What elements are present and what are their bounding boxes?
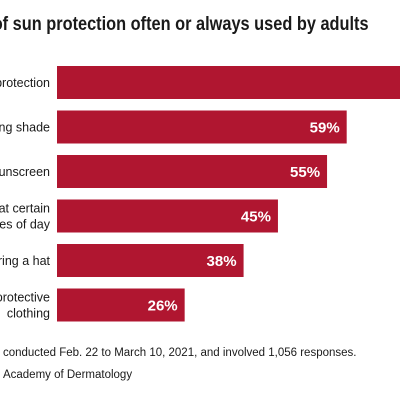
category-label-2: sunscreen (0, 165, 50, 179)
value-label-1: 59% (310, 120, 340, 137)
bar-1 (57, 110, 347, 144)
source-note: n Academy of Dermatology (0, 369, 133, 381)
bar-0 (57, 66, 400, 99)
value-label-2: 55% (290, 164, 320, 181)
category-label-3-line-1: mes of day (0, 218, 51, 232)
bar-2 (57, 155, 328, 188)
value-label-3: 45% (241, 209, 271, 226)
category-label-1: ing shade (0, 121, 50, 135)
category-label-5-line-1: clothing (7, 307, 50, 321)
category-label-5-line-0: protective (0, 291, 50, 305)
category-label-3-line-0: at certain (0, 202, 50, 216)
bar-5 (57, 288, 185, 322)
survey-footnote: s conducted Feb. 22 to March 10, 2021, a… (0, 347, 357, 359)
category-label-0: protection (0, 76, 50, 90)
bar-3 (57, 199, 278, 233)
bar-4 (57, 244, 244, 277)
chart-title: pes of sun protection often or always us… (0, 14, 369, 35)
value-label-4: 38% (207, 253, 237, 270)
category-label-4: aring a hat (0, 254, 51, 268)
value-label-5: 26% (148, 298, 178, 315)
